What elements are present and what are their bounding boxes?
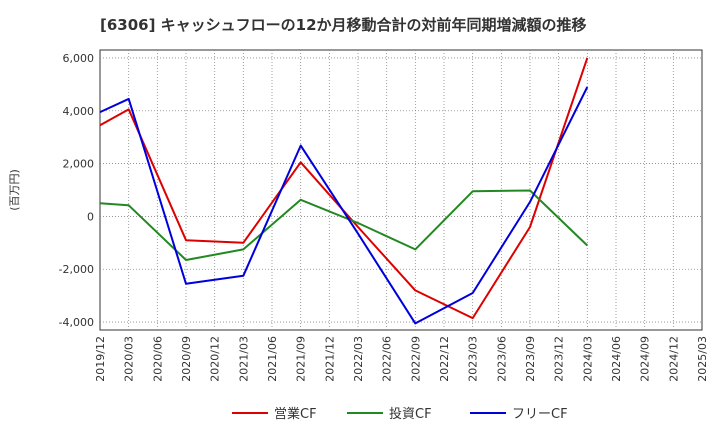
x-tick-label: 2021/09 [295, 336, 308, 382]
x-tick-label: 2020/09 [180, 336, 193, 382]
chart-title: [6306] キャッシュフローの12か月移動合計の対前年同期増減額の推移 [100, 16, 587, 34]
x-tick-label: 2020/12 [209, 336, 222, 382]
x-tick-label: 2021/12 [323, 336, 336, 382]
x-tick-label: 2020/06 [151, 336, 164, 382]
legend-label-2: 投資CF [389, 406, 432, 422]
x-tick-label: 2024/06 [610, 336, 623, 382]
x-tick-label: 2022/12 [438, 336, 451, 382]
x-tick-label: 2022/06 [381, 336, 394, 382]
x-tick-label: 2025/03 [696, 336, 709, 382]
axis-layer: 2019/12 2020/03 2020/06 2020/09 2020/12 2021/… [59, 52, 709, 382]
x-tick-label: 2022/03 [352, 336, 365, 382]
x-tick-label: 2021/03 [237, 336, 250, 382]
legend-label-3: フリーCF [512, 407, 568, 422]
x-tick-label: 2021/06 [266, 336, 279, 382]
plot-frame [99, 49, 703, 331]
x-tick-label: 2024/09 [639, 336, 652, 382]
x-tick-label: 2023/12 [553, 336, 566, 382]
x-tick-label: 2020/03 [123, 336, 136, 382]
x-tick-label: 2024/03 [581, 336, 594, 382]
series-layer [99, 57, 589, 325]
x-tick-label: 2023/09 [524, 336, 537, 382]
y-tick-label: 0 [87, 210, 94, 223]
x-tick-label: 2022/09 [409, 336, 422, 382]
x-tick-label: 2024/12 [667, 336, 680, 382]
x-tick-label: 2019/12 [94, 336, 107, 382]
series-line-3 [99, 86, 589, 325]
x-tick-label: 2023/03 [467, 336, 480, 382]
y-tick-label: 4,000 [63, 105, 95, 118]
legend: 営業CF 投資CF フリーCF [232, 406, 568, 422]
grid-layer [99, 49, 703, 331]
y-tick-label: 2,000 [63, 158, 95, 171]
legend-label-1: 営業CF [274, 406, 317, 422]
series-line-2 [99, 189, 588, 261]
series-line-1 [99, 57, 589, 320]
y-axis-label: (百万円) [8, 169, 21, 211]
y-tick-label: -4,000 [59, 316, 94, 329]
y-tick-label: -2,000 [59, 263, 94, 276]
y-tick-label: 6,000 [63, 52, 95, 65]
x-tick-label: 2023/06 [495, 336, 508, 382]
